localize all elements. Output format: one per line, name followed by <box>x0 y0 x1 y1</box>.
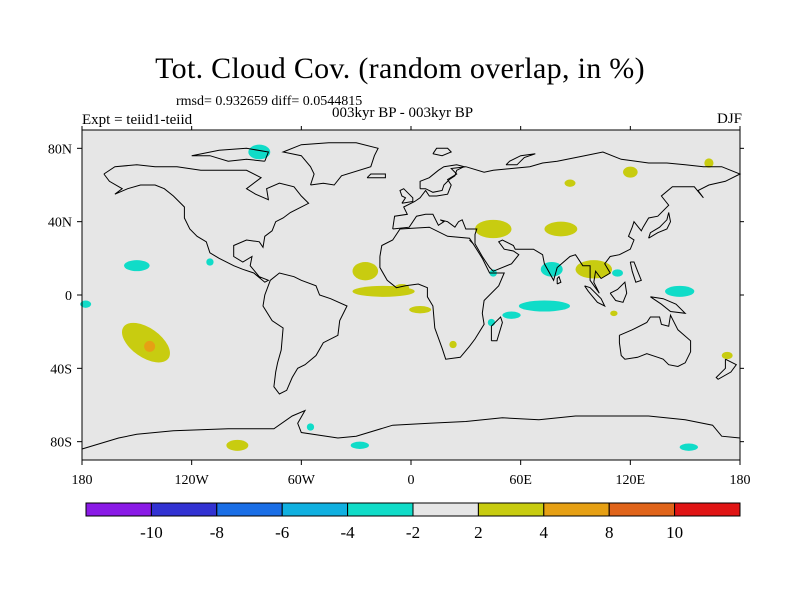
colorbar-label: 2 <box>474 523 483 542</box>
anomaly-patch-8 <box>352 262 379 281</box>
x-tick-label: 60W <box>288 473 316 488</box>
anomaly-patch-4 <box>206 258 214 266</box>
anomaly-patch-14 <box>544 221 578 237</box>
anomaly-patch-23 <box>612 269 624 277</box>
anomaly-patch-7 <box>144 340 156 352</box>
y-tick-label: 0 <box>65 289 72 304</box>
coastline-madagascar <box>490 316 503 342</box>
colorbar: -10 -8 -6 -4 -2 2 4 8 10 <box>85 502 741 542</box>
x-tick-label: 180 <box>730 473 751 488</box>
anomaly-patch-24 <box>610 310 618 317</box>
coastline-novaya-zemlya <box>505 153 536 166</box>
anomaly-patch-25 <box>721 351 733 360</box>
period-label: 003kyr BP - 003kyr BP <box>332 105 474 121</box>
coastline-british-isles <box>399 188 414 204</box>
colorbar-swatch <box>281 502 349 517</box>
y-axis: 80N 40N 0 40S 80S <box>48 142 744 451</box>
anomaly-patch-12 <box>449 340 457 349</box>
colorbar-swatch <box>412 502 479 517</box>
x-tick-label: 180 <box>72 473 93 488</box>
anomaly-patch-11 <box>409 306 432 314</box>
x-tick-label: 120E <box>616 473 646 488</box>
anomaly-patch-5 <box>80 300 92 308</box>
colorbar-label: -8 <box>210 523 224 542</box>
season-label: DJF <box>716 111 742 127</box>
colorbar-swatch <box>150 502 218 517</box>
colorbar-label: -4 <box>341 523 356 542</box>
colorbar-label: 8 <box>605 523 614 542</box>
anomaly-patch-13 <box>474 219 512 239</box>
x-tick-label: 60E <box>509 473 532 488</box>
coastline-scandinavia <box>419 164 466 193</box>
stats-line: rmsd= 0.932659 diff= 0.0544815 <box>176 94 363 109</box>
anomaly-patch-1 <box>623 166 638 178</box>
colorbar-label: 4 <box>540 523 549 542</box>
colorbar-label: 10 <box>666 523 683 542</box>
map-background <box>82 130 740 460</box>
colorbar-label: -6 <box>275 523 289 542</box>
anomaly-patch-26 <box>226 439 249 451</box>
coastline-greenland <box>281 142 379 186</box>
x-tick-label: 0 <box>408 473 415 488</box>
anomaly-patch-16 <box>575 260 613 279</box>
colorbar-swatch <box>347 502 414 517</box>
colorbar-swatch <box>543 502 610 517</box>
coastlines <box>81 142 742 450</box>
coastline-philippines <box>629 261 642 283</box>
x-axis: 180 120W 60W 0 60E 120E 180 <box>72 126 751 488</box>
anomaly-layer <box>80 144 733 451</box>
y-tick-label: 80N <box>48 142 72 157</box>
colorbar-swatch <box>85 502 152 517</box>
coastline-eurasia <box>392 151 742 294</box>
colorbar-swatch <box>674 502 741 517</box>
colorbar-label: -2 <box>406 523 420 542</box>
coastline-south-america <box>262 272 348 395</box>
anomaly-patch-19 <box>518 300 571 312</box>
anomaly-patch-15 <box>564 179 576 187</box>
map-title: Tot. Cloud Cov. (random overlap, in %) <box>155 52 645 85</box>
anomaly-patch-17 <box>540 262 563 277</box>
coastline-iceland <box>366 173 386 179</box>
coastline-antarctica <box>81 409 741 450</box>
anomaly-patch-20 <box>502 311 521 319</box>
anomaly-patch-2 <box>248 144 271 160</box>
anomaly-patch-3 <box>124 260 150 272</box>
anomaly-patch-22 <box>665 285 695 297</box>
colorbar-swatch <box>216 502 283 517</box>
experiment-label: Expt = teiid1-teiid <box>82 112 193 128</box>
coastline-north-america <box>103 164 310 283</box>
anomaly-patch-27 <box>306 423 315 431</box>
coastline-canadian-islands <box>191 147 270 162</box>
map-plot-area <box>80 129 742 461</box>
coastline-arabia-gap <box>469 239 474 245</box>
colorbar-swatch <box>477 502 545 517</box>
coastline-sri-lanka <box>556 275 562 285</box>
coastline-sumatra <box>584 285 606 308</box>
coastline-africa <box>379 226 505 360</box>
colorbar-swatch <box>608 502 676 517</box>
coastline-japan <box>648 212 672 239</box>
anomaly-patch-29 <box>679 443 698 451</box>
colorbar-label: -10 <box>140 523 163 542</box>
y-tick-label: 80S <box>50 436 72 451</box>
coastline-new-zealand <box>715 358 738 380</box>
coastline-svalbard <box>432 147 453 157</box>
coastline-borneo <box>609 281 628 303</box>
coastline-australia <box>618 313 692 368</box>
coastline-new-guinea <box>650 296 687 314</box>
anomaly-patch-0 <box>704 158 714 168</box>
anomaly-patch-28 <box>350 441 369 450</box>
y-tick-label: 40S <box>50 362 72 377</box>
x-tick-label: 120W <box>175 473 210 488</box>
y-tick-label: 40N <box>48 216 72 231</box>
anomaly-patch-21 <box>487 318 496 327</box>
